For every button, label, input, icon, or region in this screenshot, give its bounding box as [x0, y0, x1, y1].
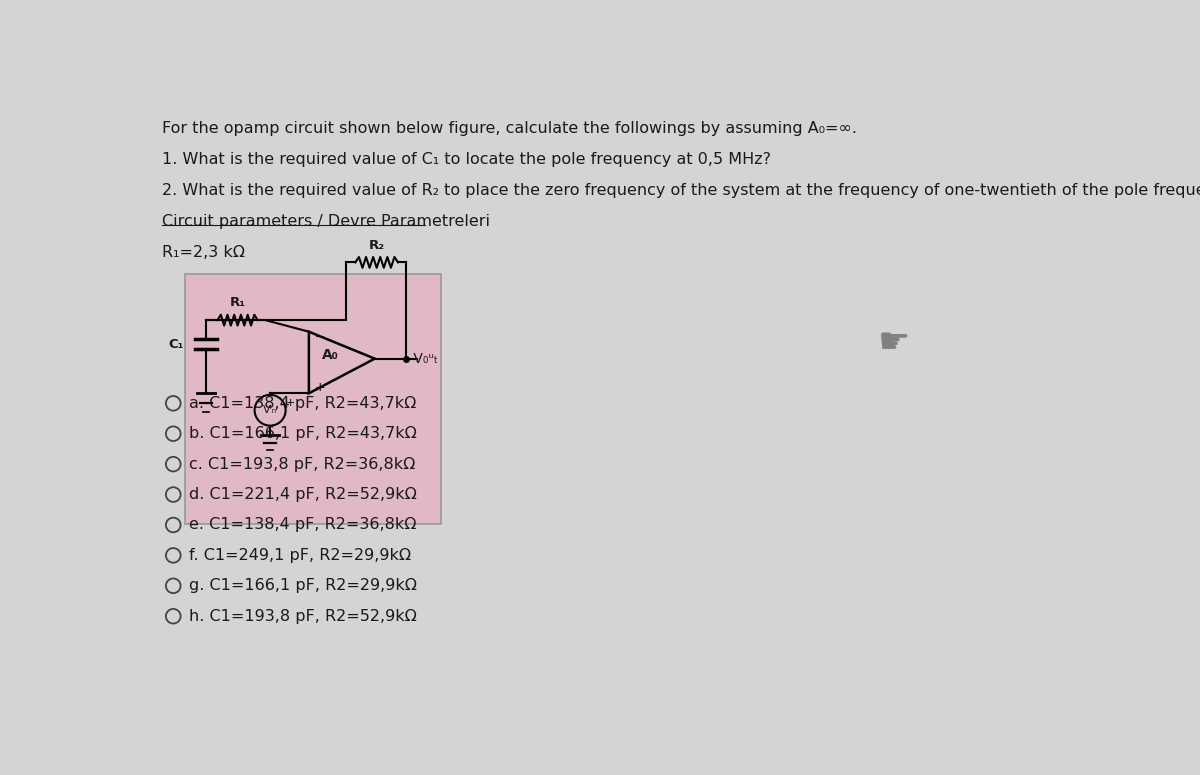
Text: e. C1=138,4 pF, R2=36,8kΩ: e. C1=138,4 pF, R2=36,8kΩ	[188, 518, 416, 532]
Text: Circuit parameters / Devre Parametreleri: Circuit parameters / Devre Parametreleri	[162, 214, 490, 229]
Text: 2. What is the required value of R₂ to place the zero frequency of the system at: 2. What is the required value of R₂ to p…	[162, 183, 1200, 198]
Text: f. C1=249,1 pF, R2=29,9kΩ: f. C1=249,1 pF, R2=29,9kΩ	[188, 548, 410, 563]
Text: Vᴵₙ: Vᴵₙ	[263, 405, 277, 415]
Text: ☛: ☛	[878, 326, 910, 360]
Text: +: +	[314, 381, 325, 394]
Text: g. C1=166,1 pF, R2=29,9kΩ: g. C1=166,1 pF, R2=29,9kΩ	[188, 578, 416, 594]
FancyBboxPatch shape	[185, 274, 440, 524]
Text: C₁: C₁	[168, 338, 184, 350]
Text: R₂: R₂	[368, 239, 385, 252]
Text: −: −	[314, 332, 325, 344]
Text: c. C1=193,8 pF, R2=36,8kΩ: c. C1=193,8 pF, R2=36,8kΩ	[188, 456, 415, 472]
Text: b. C1=166,1 pF, R2=43,7kΩ: b. C1=166,1 pF, R2=43,7kΩ	[188, 426, 416, 441]
Text: R₁: R₁	[229, 296, 246, 309]
Text: h. C1=193,8 pF, R2=52,9kΩ: h. C1=193,8 pF, R2=52,9kΩ	[188, 608, 416, 624]
Text: R₁=2,3 kΩ: R₁=2,3 kΩ	[162, 245, 245, 260]
Text: 1. What is the required value of C₁ to locate the pole frequency at 0,5 MHz?: 1. What is the required value of C₁ to l…	[162, 153, 770, 167]
Text: d. C1=221,4 pF, R2=52,9kΩ: d. C1=221,4 pF, R2=52,9kΩ	[188, 487, 416, 502]
Text: a. C1=138,4 pF, R2=43,7kΩ: a. C1=138,4 pF, R2=43,7kΩ	[188, 396, 416, 411]
Text: A₀: A₀	[323, 348, 338, 362]
Text: For the opamp circuit shown below figure, calculate the followings by assuming A: For the opamp circuit shown below figure…	[162, 122, 857, 136]
Text: +: +	[286, 398, 295, 408]
Text: V₀ᵘₜ: V₀ᵘₜ	[409, 352, 438, 366]
